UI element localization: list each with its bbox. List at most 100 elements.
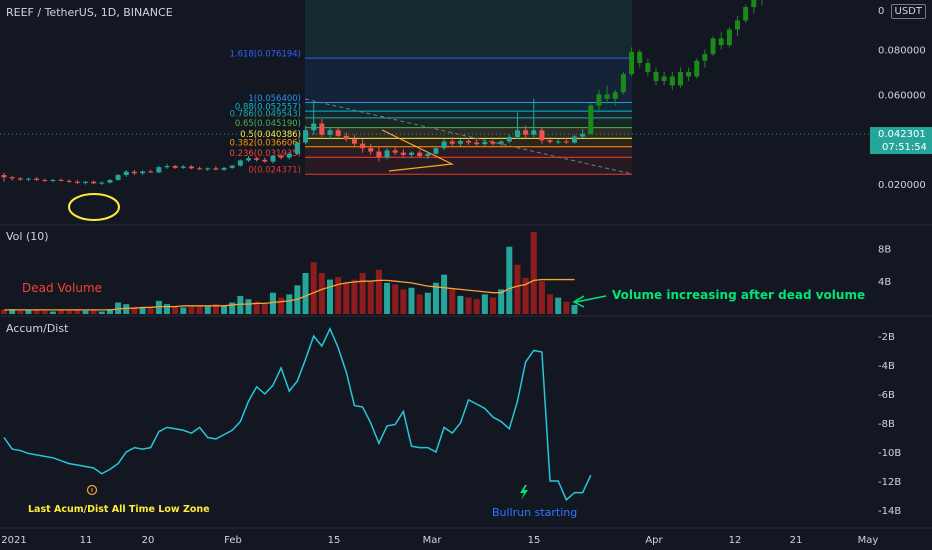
candle — [25, 178, 31, 180]
projection-candle — [637, 51, 643, 64]
volume-bar — [278, 297, 285, 314]
projection-candle — [710, 38, 716, 55]
volume-bar — [82, 310, 89, 314]
candle — [115, 175, 121, 180]
price-axis-bg — [870, 0, 932, 550]
candle — [66, 180, 72, 182]
fib-zone — [305, 58, 632, 103]
ad-tick-label: -6B — [878, 390, 895, 401]
symbol-title: REEF / TetherUS, 1D, BINANCE — [6, 6, 173, 19]
price-tick-label: 0 — [878, 6, 884, 17]
candle — [156, 167, 162, 173]
candle — [457, 140, 463, 144]
volume-bar — [25, 309, 32, 314]
candle — [9, 177, 15, 179]
volume-bar — [571, 304, 578, 314]
volume-bar — [74, 309, 81, 314]
volume-bar — [9, 309, 16, 314]
lightning-icon — [520, 485, 528, 500]
candle — [580, 134, 586, 137]
candle — [563, 141, 569, 143]
candle — [303, 130, 309, 143]
ad-tick-label: -10B — [878, 448, 901, 459]
time-tick-label: 21 — [790, 535, 803, 546]
fib-level-label: 0.5(0.040386) — [240, 130, 301, 140]
candle — [531, 130, 537, 135]
fib-level-label: 0(0.024371) — [248, 166, 301, 176]
projection-candle — [718, 38, 724, 46]
candle — [498, 141, 504, 144]
fib-level-label: 0.786(0.049543) — [229, 109, 301, 119]
projection-candle — [661, 76, 667, 81]
volume-bar — [318, 273, 325, 314]
candle — [343, 135, 349, 140]
volume-bar — [538, 281, 545, 314]
triangle-pattern — [381, 129, 455, 172]
volume-bar — [424, 292, 431, 314]
volume-bar — [522, 277, 529, 314]
candle — [91, 181, 97, 184]
fib-level-label: 0.88(0.052557) — [235, 103, 301, 113]
projection-candle — [669, 76, 675, 86]
dead-volume-annotation: Dead Volume — [22, 281, 102, 295]
volume-bar — [327, 279, 333, 314]
volume-bar — [269, 292, 276, 314]
candle — [42, 179, 48, 181]
volume-arrow-head — [572, 295, 585, 308]
candle — [417, 152, 423, 156]
candle — [482, 141, 488, 145]
candle — [99, 182, 105, 184]
fib-zone — [305, 157, 632, 175]
candle — [74, 181, 80, 183]
candle — [50, 179, 56, 181]
volume-bar — [41, 310, 48, 314]
candle — [327, 130, 333, 135]
volume-bar — [49, 311, 56, 314]
volume-bar — [164, 304, 170, 314]
volume-bar — [449, 289, 456, 314]
fib-top-zone — [305, 0, 632, 59]
bullrun-annotation: Bullrun starting — [492, 506, 577, 519]
projection-candle — [620, 74, 626, 93]
volume-bar — [33, 309, 40, 314]
volume-bar — [310, 262, 317, 314]
candle — [180, 166, 186, 168]
volume-bar — [1, 309, 7, 314]
candle — [188, 166, 194, 169]
volume-bar — [123, 304, 130, 314]
fib-zone — [305, 102, 632, 112]
volume-bar — [473, 299, 480, 314]
candle — [58, 179, 64, 181]
candle — [466, 140, 472, 143]
volume-bar — [188, 306, 195, 314]
price-tick-label: 0.020000 — [878, 180, 926, 191]
candle — [197, 168, 203, 170]
candle — [205, 168, 211, 170]
volume-bar — [514, 264, 521, 314]
volume-bar — [221, 305, 228, 314]
fib-level-label: 0.236(0.031935) — [229, 149, 301, 159]
volume-bar — [302, 273, 309, 314]
candle — [262, 159, 268, 162]
volume-bar — [229, 302, 236, 314]
candle — [547, 140, 553, 142]
volume-bar — [58, 309, 65, 314]
time-tick-label: 2021 — [1, 535, 26, 546]
candle — [335, 130, 341, 136]
time-tick-label: Apr — [645, 535, 663, 546]
fib-level-label: 1.618(0.076194) — [229, 50, 301, 60]
volume-bar — [253, 301, 260, 314]
time-tick-label: 11 — [80, 535, 93, 546]
volume-bar — [481, 294, 488, 314]
projection-candle — [694, 60, 700, 77]
projection-candle — [686, 72, 692, 77]
currency-label[interactable]: USDT — [890, 4, 926, 19]
volume-bar — [147, 308, 154, 314]
volume-bar — [547, 294, 554, 314]
volume-bar — [392, 284, 399, 314]
candle — [246, 158, 251, 161]
volume-bar — [375, 269, 382, 314]
projection-candle — [702, 54, 708, 61]
candle — [351, 139, 357, 144]
